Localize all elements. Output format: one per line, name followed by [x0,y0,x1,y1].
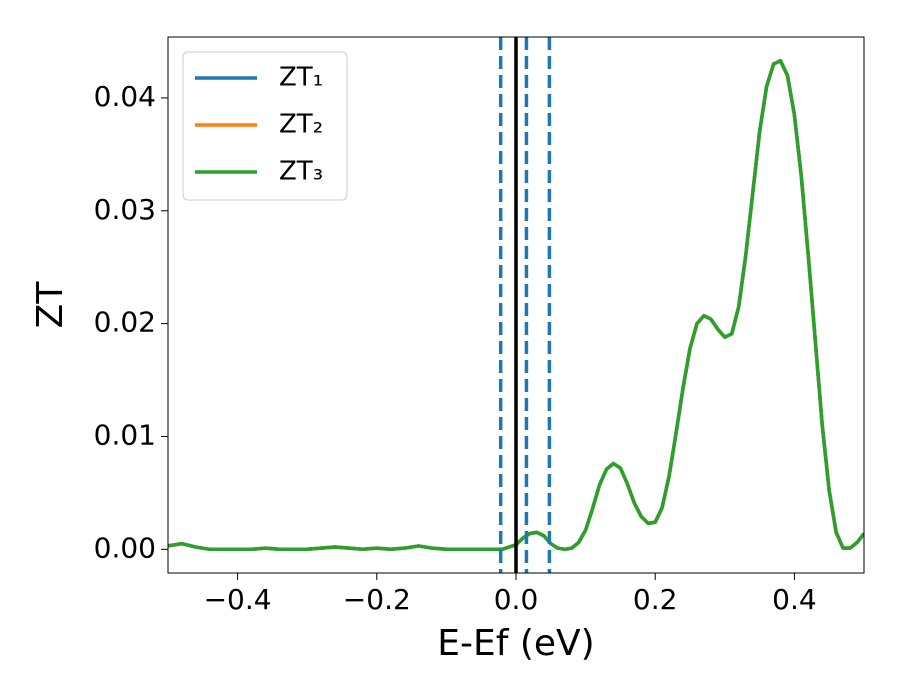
x-tick-label: 0.4 [772,583,817,616]
y-tick-label: 0.03 [94,193,156,226]
legend-box [182,51,348,201]
x-tick-label: 0.2 [633,583,678,616]
y-axis-label: ZT [30,281,71,329]
y-tick-label: 0.00 [94,531,156,564]
plot-frame [167,36,865,574]
y-tick-label: 0.01 [94,418,156,451]
plot-area [168,37,864,573]
y-tick-label: 0.04 [94,80,156,113]
legend-label: ZT₁ [279,63,323,93]
series-line [168,58,864,552]
x-tick-label: −0.4 [204,583,272,616]
x-tick-label: 0.0 [494,583,539,616]
legend-label: ZT₃ [279,157,323,187]
legend-label: ZT₂ [279,110,323,140]
x-axis-label: E-Ef (eV) [437,623,594,664]
x-tick-label: −0.2 [343,583,411,616]
y-tick-label: 0.02 [94,306,156,339]
